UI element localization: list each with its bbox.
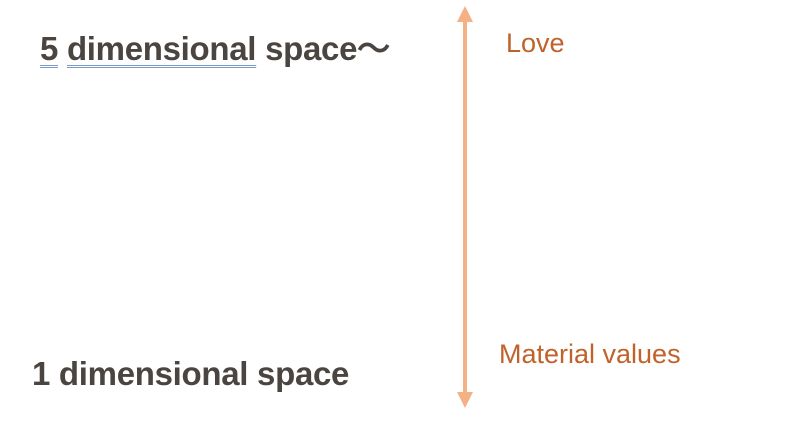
wave-dash: 〜 [357, 30, 390, 67]
dimensional-word: dimensional [66, 30, 257, 67]
space-word: space [265, 30, 358, 67]
love-label: Love [506, 28, 565, 58]
arrow-head-up [457, 6, 473, 22]
double-headed-arrow [457, 6, 473, 408]
number-five: 5 [40, 30, 59, 67]
five-dimensional-space-label: 5 dimensional space〜 [40, 22, 390, 70]
one-dimensional-space-label: 1 dimensional space [32, 355, 350, 392]
arrow-head-down [457, 392, 473, 408]
material-values-label: Material values [499, 339, 681, 369]
